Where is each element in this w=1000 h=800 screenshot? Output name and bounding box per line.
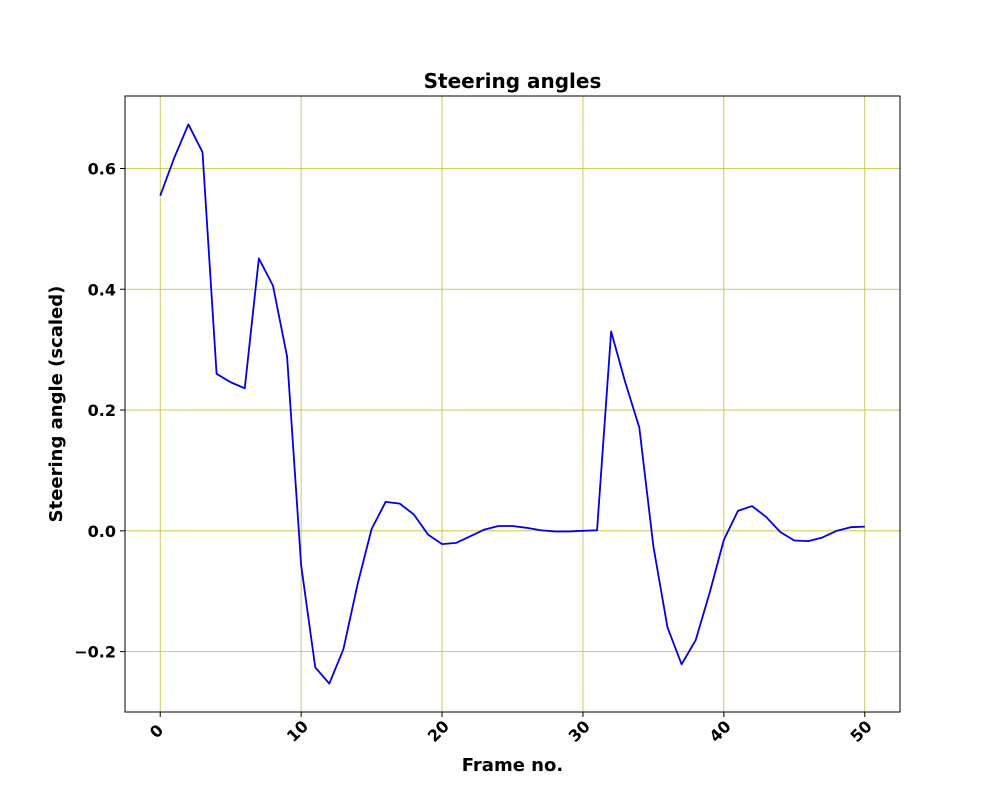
x-axis-label: Frame no. (462, 755, 563, 776)
series-line (159, 123, 865, 685)
y-tick-label: 0.2 (88, 401, 116, 420)
plot-frame (124, 95, 901, 713)
grid-lines (125, 96, 900, 712)
y-tick-label: 0.6 (88, 159, 116, 178)
series-layer (159, 123, 865, 685)
y-tick-label: −0.2 (74, 643, 116, 662)
y-axis-label: Steering angle (scaled) (46, 286, 67, 523)
chart-title: Steering angles (424, 69, 602, 93)
y-tick-label: 0.4 (88, 280, 116, 299)
y-tick-label: 0.0 (88, 522, 116, 541)
